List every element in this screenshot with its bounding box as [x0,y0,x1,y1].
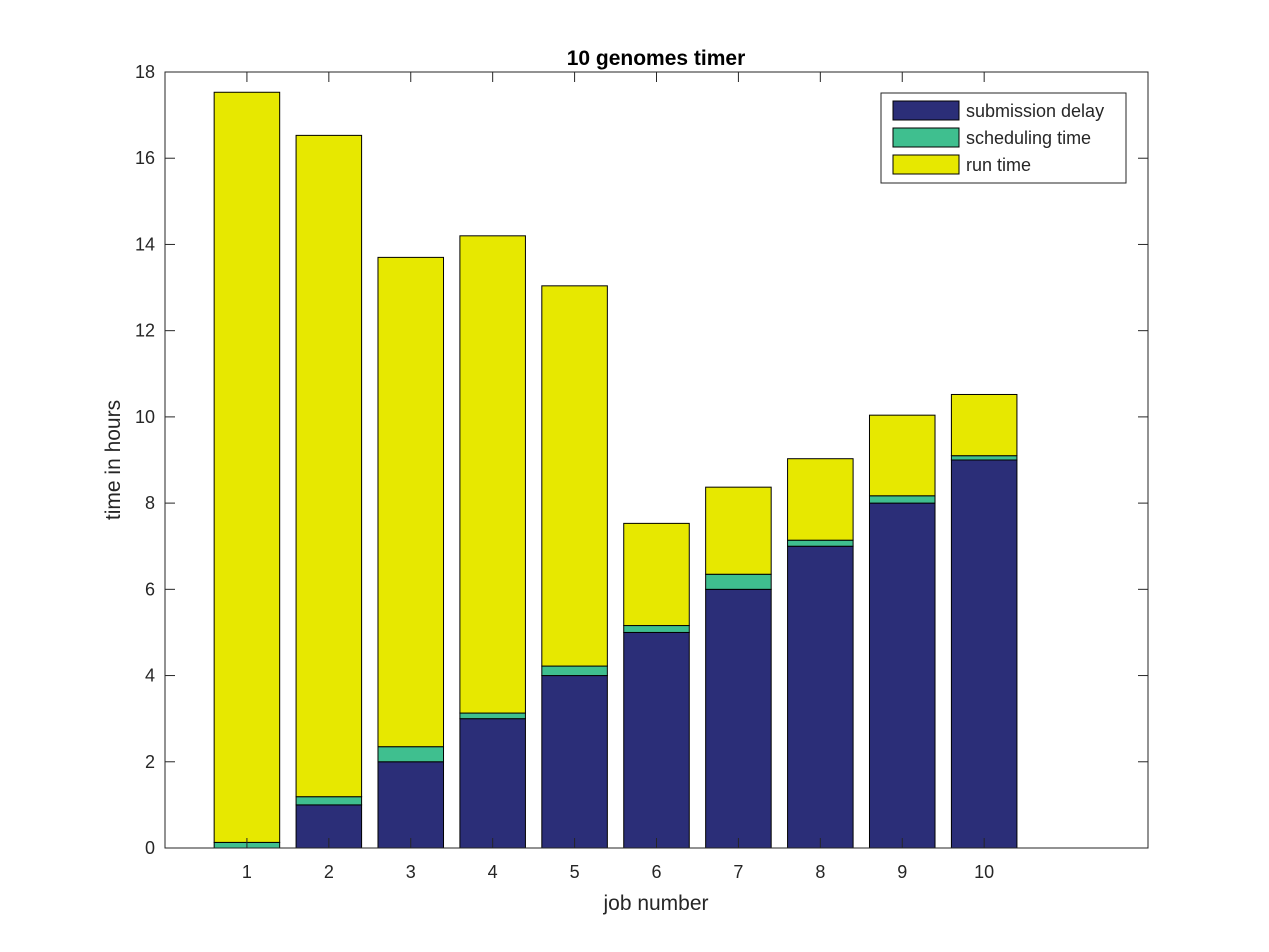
legend: submission delay scheduling time run time [880,92,1127,184]
bar-segment-job4-series0 [459,718,526,849]
y-tick-label: 0 [145,838,155,858]
y-tick-label: 8 [145,493,155,513]
chart-title: 10 genomes timer [567,47,746,70]
y-tick-label: 2 [145,752,155,772]
legend-label: scheduling time [966,128,1091,148]
x-tick-label: 5 [570,862,580,882]
bar-segment-job6-series0 [623,631,690,849]
bar-segment-job4-series1 [459,712,526,720]
bar-segment-job7-series0 [705,588,772,849]
bar-segment-job9-series0 [868,502,936,849]
bar-segment-job10-series1 [950,455,1018,461]
y-tick-label: 10 [135,407,155,427]
bar-segment-job2-series2 [295,134,363,798]
legend-label: run time [966,155,1031,175]
x-axis-label: job number [602,892,708,915]
bar-segment-job6-series1 [623,625,690,633]
bar-segment-job5-series2 [541,285,608,667]
bar-segment-job4-series2 [459,235,526,714]
bar-segment-job3-series2 [377,256,445,748]
bar-segment-job7-series1 [705,573,772,590]
x-tick-label: 8 [815,862,825,882]
y-tick-label: 12 [135,321,155,341]
x-tick-label: 10 [974,862,994,882]
legend-items: submission delay scheduling time run time [892,100,1104,175]
bar-segment-job9-series2 [868,414,936,497]
y-tick-label: 16 [135,148,155,168]
y-tick-label: 18 [135,62,155,82]
legend-swatch [892,127,960,148]
x-tick-label: 1 [242,862,252,882]
bar-segment-job2-series1 [295,796,363,806]
bar-segment-job8-series1 [787,539,854,547]
bar-segment-job1-series2 [213,91,281,843]
bar-segment-job9-series1 [868,495,936,504]
legend-swatch [892,100,960,121]
bars-layer [213,91,1018,849]
y-tick-label: 6 [145,579,155,599]
y-tick-label: 14 [135,234,155,254]
bar-segment-job6-series2 [623,522,690,627]
bar-segment-job8-series2 [787,458,854,541]
bar-segment-job8-series0 [787,545,854,849]
bar-segment-job7-series2 [705,486,772,575]
bar-segment-job5-series1 [541,665,608,677]
x-tick-label: 6 [651,862,661,882]
legend-label: submission delay [966,101,1104,121]
bar-segment-job10-series2 [950,393,1018,457]
x-tick-label: 9 [897,862,907,882]
y-axis-label: time in hours [102,400,125,520]
x-tick-label: 2 [324,862,334,882]
y-tick-label: 4 [145,666,155,686]
legend-swatch [892,154,960,175]
bar-segment-job5-series0 [541,675,608,849]
x-tick-label: 4 [488,862,498,882]
x-tick-label: 3 [406,862,416,882]
bar-segment-job3-series1 [377,746,445,763]
bar-segment-job10-series0 [950,459,1018,849]
bar-segment-job3-series0 [377,761,445,849]
x-tick-label: 7 [733,862,743,882]
